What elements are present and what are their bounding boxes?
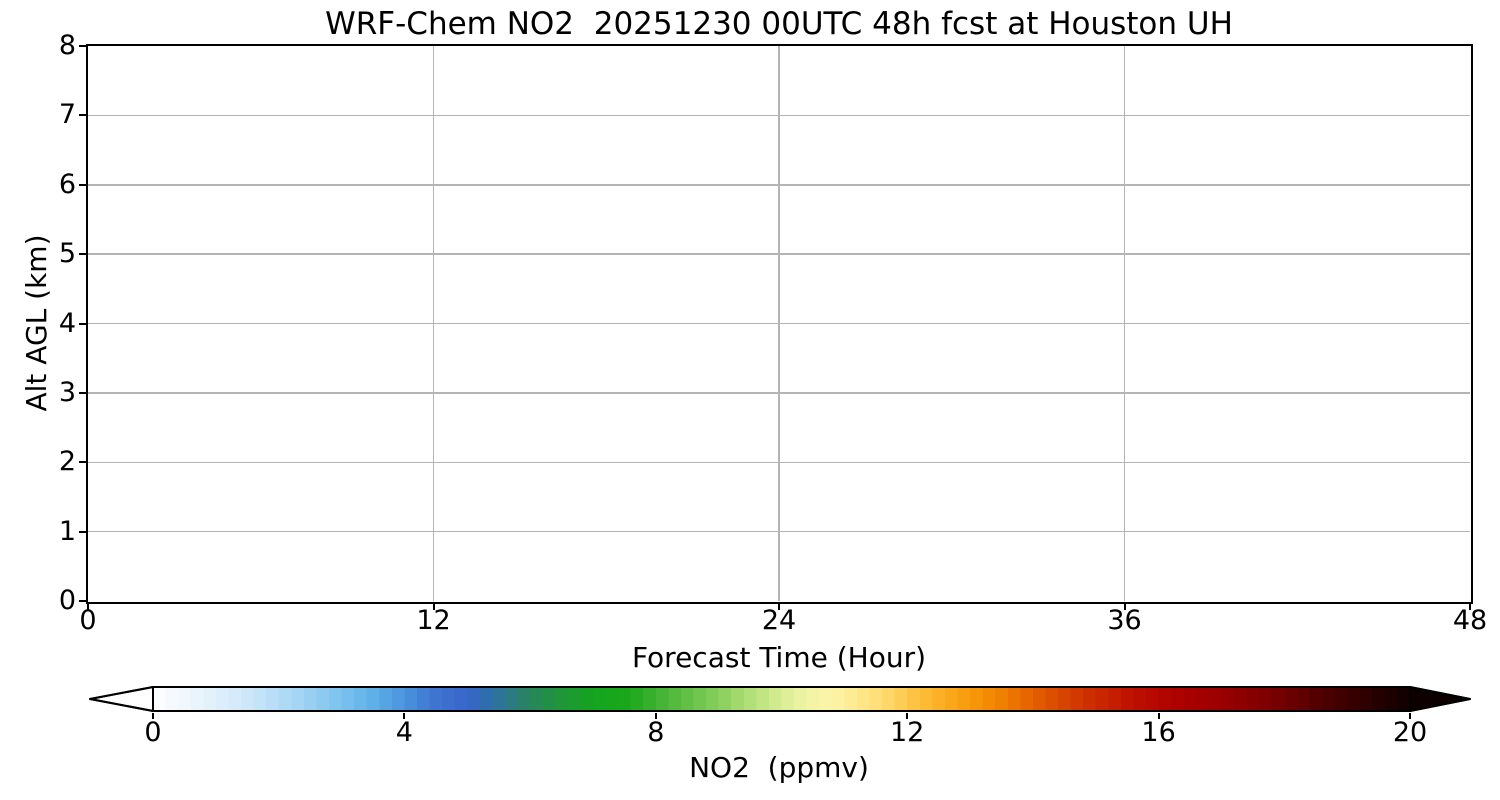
x-axis-label: Forecast Time (Hour): [631, 641, 927, 674]
colorbar-min-arrow-icon: [89, 686, 154, 712]
grid-line-horizontal: [88, 461, 1470, 463]
colorbar-tick-label: 4: [395, 717, 413, 748]
grid-line-horizontal: [88, 253, 1470, 255]
y-tick: [79, 322, 86, 325]
y-tick-label: 5: [58, 238, 76, 270]
colorbar-outline: [89, 686, 1471, 712]
x-tick: [1123, 603, 1126, 610]
y-tick: [79, 253, 86, 256]
y-tick: [79, 45, 86, 47]
colorbar-tick: [1157, 712, 1160, 719]
y-tick: [79, 600, 86, 602]
y-tick: [79, 114, 86, 117]
x-tick-label: 36: [1107, 605, 1142, 636]
y-tick-label: 8: [58, 30, 76, 61]
y-tick-label: 3: [58, 376, 76, 408]
colorbar-tick-label: 16: [1141, 717, 1176, 748]
colorbar-tick-label: 8: [647, 717, 665, 748]
colorbar-tick: [403, 712, 406, 719]
colorbar: [89, 686, 1471, 712]
colorbar-label: NO2 (ppmv): [689, 751, 869, 784]
colorbar-max-arrow-icon: [1409, 686, 1471, 712]
x-tick: [432, 603, 435, 610]
colorbar-gradient: [153, 687, 1410, 711]
grid-line-horizontal: [88, 392, 1470, 394]
x-tick: [87, 603, 89, 610]
x-tick-label: 12: [416, 605, 451, 636]
plot-area: [85, 43, 1473, 604]
grid-line-horizontal: [88, 114, 1470, 117]
y-tick: [79, 530, 86, 533]
x-tick: [778, 603, 780, 610]
colorbar-tick: [906, 712, 909, 719]
y-tick-label: 4: [58, 307, 76, 339]
y-axis-label: Alt AGL (km): [20, 234, 53, 412]
colorbar-tick: [152, 712, 154, 719]
colorbar-tick-label: 0: [144, 717, 162, 748]
colorbar-tick: [1409, 712, 1411, 719]
grid-line-horizontal: [88, 530, 1470, 533]
y-tick: [79, 183, 86, 186]
y-tick: [79, 391, 86, 394]
y-tick-label: 0: [58, 585, 76, 616]
y-tick: [79, 461, 86, 464]
chart-title: WRF-Chem NO2 20251230 00UTC 48h fcst at …: [325, 6, 1233, 42]
y-tick-label: 7: [58, 99, 76, 131]
colorbar-tick-label: 20: [1392, 717, 1428, 748]
grid-line-horizontal: [88, 322, 1470, 325]
y-tick-label: 1: [58, 515, 76, 547]
x-tick-label: 24: [761, 605, 797, 636]
grid-line-horizontal: [88, 184, 1470, 186]
colorbar-tick: [654, 712, 657, 719]
y-tick-label: 2: [58, 446, 76, 478]
y-tick-label: 6: [58, 168, 76, 200]
x-tick-label: 0: [79, 605, 97, 636]
x-tick-label: 48: [1452, 605, 1488, 636]
x-tick: [1469, 603, 1471, 610]
colorbar-tick-label: 12: [890, 717, 925, 748]
